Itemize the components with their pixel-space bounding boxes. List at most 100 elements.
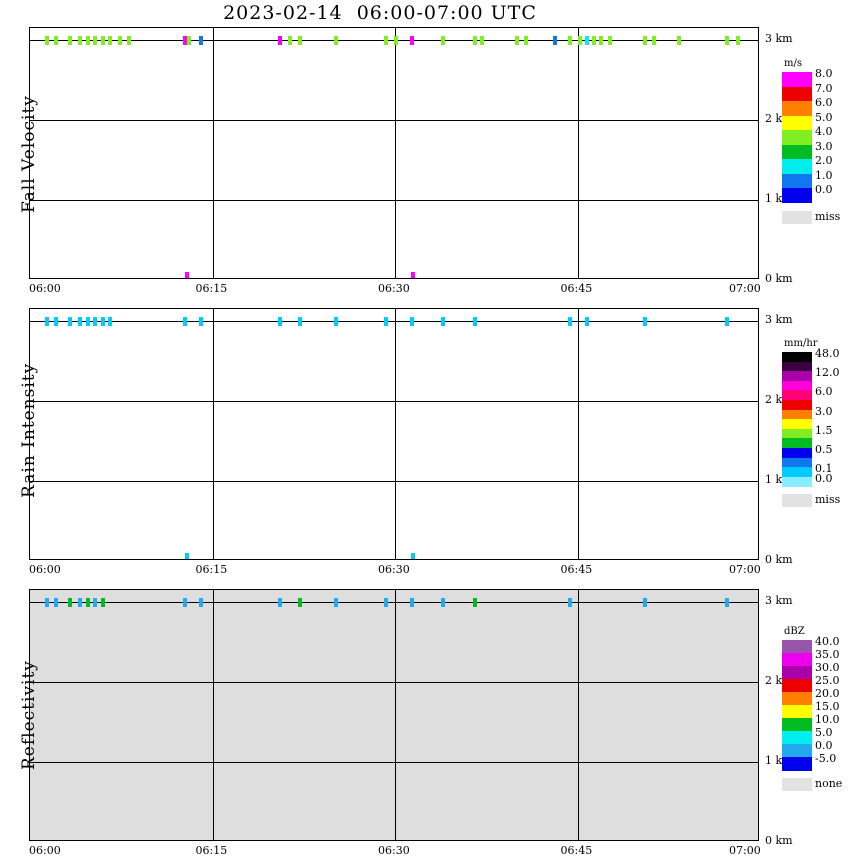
colorbar-swatch bbox=[782, 448, 812, 459]
gridline-horizontal bbox=[30, 120, 758, 121]
data-point bbox=[472, 597, 477, 607]
colorbar-swatch bbox=[782, 352, 812, 363]
data-point bbox=[724, 35, 729, 45]
data-point bbox=[278, 35, 283, 45]
data-point bbox=[567, 35, 572, 45]
data-point bbox=[334, 597, 339, 607]
colorbar-units-label: dBZ bbox=[784, 626, 805, 637]
data-point bbox=[409, 316, 414, 326]
data-point bbox=[607, 35, 612, 45]
colorbar-tick-label: 40.0 bbox=[815, 635, 840, 648]
x-tick-label: 06:15 bbox=[195, 844, 228, 857]
data-point bbox=[643, 35, 648, 45]
colorbar-swatch bbox=[782, 744, 812, 758]
plot-area-rain-intensity bbox=[29, 308, 759, 560]
data-point bbox=[643, 316, 648, 326]
data-point bbox=[186, 35, 191, 45]
data-point bbox=[278, 597, 283, 607]
colorbar-tick-label: 3.0 bbox=[815, 139, 833, 153]
plot-area-fall-velocity bbox=[29, 27, 759, 279]
data-point bbox=[584, 316, 589, 326]
data-point bbox=[184, 552, 189, 559]
colorbar-tick-label: 0.0 bbox=[815, 739, 833, 752]
panel-fall-velocity: Fall Velocity 3 km 2 km 1 km 0 km 06:00 06:15 0… bbox=[0, 27, 850, 301]
x-tick-label: 06:00 bbox=[29, 282, 61, 295]
data-point bbox=[553, 35, 558, 45]
colorbar-swatch bbox=[782, 640, 812, 654]
data-point bbox=[441, 597, 446, 607]
panel-rain-intensity: Rain Intensity 3 km 2 km 1 km 0 km 06:00 06:15… bbox=[0, 308, 850, 582]
data-point bbox=[86, 597, 90, 607]
data-point bbox=[297, 597, 302, 607]
colorbar-tick-label: 6.0 bbox=[815, 96, 833, 109]
y-axis-label-rain-intensity: Rain Intensity bbox=[19, 363, 39, 499]
colorbar-swatch bbox=[782, 400, 812, 411]
panel-reflectivity: Reflectivity 3 km 2 km 1 km 0 km 06:00 06:15 06… bbox=[0, 589, 850, 863]
data-point bbox=[278, 316, 283, 326]
y-tick-label: 0 km bbox=[765, 272, 793, 285]
data-point bbox=[77, 597, 82, 607]
y-axis-label-reflectivity: Reflectivity bbox=[19, 660, 39, 771]
data-point bbox=[472, 35, 477, 45]
data-point bbox=[409, 597, 414, 607]
data-point bbox=[54, 597, 59, 607]
colorbar-tick-label: 3.0 bbox=[815, 404, 833, 418]
gridline-vertical bbox=[395, 309, 396, 559]
colorbar-swatch bbox=[782, 390, 812, 401]
colorbar-tick-label: 5.0 bbox=[815, 726, 833, 739]
data-point bbox=[441, 35, 446, 45]
colorbar-swatch bbox=[782, 476, 812, 487]
colorbar-swatch bbox=[782, 409, 812, 420]
data-point bbox=[651, 35, 656, 45]
colorbar-tick-label: -5.0 bbox=[815, 752, 837, 765]
colorbar-swatch bbox=[782, 666, 812, 680]
data-point bbox=[77, 316, 82, 326]
colorbar-tick-label: 1.0 bbox=[815, 168, 833, 182]
data-point bbox=[409, 35, 414, 45]
colorbar-tick-label: 0.5 bbox=[815, 443, 833, 456]
data-point bbox=[567, 597, 572, 607]
x-tick-label: 07:00 bbox=[729, 844, 761, 857]
data-point bbox=[100, 35, 105, 45]
data-point bbox=[584, 35, 589, 45]
colorbar-swatch bbox=[782, 173, 812, 189]
colorbar-tick-label: 7.0 bbox=[815, 81, 833, 95]
colorbar-missing-swatch bbox=[782, 778, 812, 791]
colorbar-tick-label: 15.0 bbox=[815, 700, 840, 713]
colorbar-tick-label: 6.0 bbox=[815, 385, 833, 399]
data-point bbox=[86, 316, 90, 326]
data-point bbox=[643, 597, 648, 607]
colorbar-swatch bbox=[782, 731, 812, 745]
x-tick-label: 06:15 bbox=[195, 282, 228, 295]
gridline-horizontal bbox=[30, 200, 758, 201]
colorbar-swatch bbox=[782, 72, 812, 88]
colorbar-swatch bbox=[782, 371, 812, 382]
colorbar-swatch bbox=[782, 144, 812, 160]
colorbar-tick-label: 10.0 bbox=[815, 713, 840, 726]
data-point bbox=[441, 316, 446, 326]
gridline-vertical bbox=[213, 309, 214, 559]
data-point bbox=[472, 316, 477, 326]
gridline-vertical bbox=[395, 28, 396, 278]
data-point bbox=[44, 316, 49, 326]
data-point bbox=[334, 316, 339, 326]
colorbar-swatch bbox=[782, 692, 812, 706]
gridline-horizontal bbox=[30, 602, 758, 603]
data-point bbox=[100, 316, 105, 326]
colorbar-swatch bbox=[782, 457, 812, 468]
data-point bbox=[117, 35, 122, 45]
colorbar-tick-label: 0.1 bbox=[815, 462, 833, 476]
colorbar-tick-label: 12.0 bbox=[815, 366, 840, 380]
colorbar-swatch bbox=[782, 101, 812, 117]
x-tick-label: 06:30 bbox=[378, 563, 410, 576]
gridline-vertical bbox=[578, 590, 579, 840]
colorbar-swatch bbox=[782, 86, 812, 102]
data-point bbox=[44, 597, 49, 607]
y-axis-label-fall-velocity: Fall Velocity bbox=[19, 94, 39, 213]
y-tick-label: 3 km bbox=[765, 32, 793, 45]
data-point bbox=[384, 597, 389, 607]
data-point bbox=[724, 316, 729, 326]
x-tick-label: 07:00 bbox=[729, 563, 761, 576]
plot-area-reflectivity bbox=[29, 589, 759, 841]
x-tick-label: 06:45 bbox=[560, 282, 593, 295]
